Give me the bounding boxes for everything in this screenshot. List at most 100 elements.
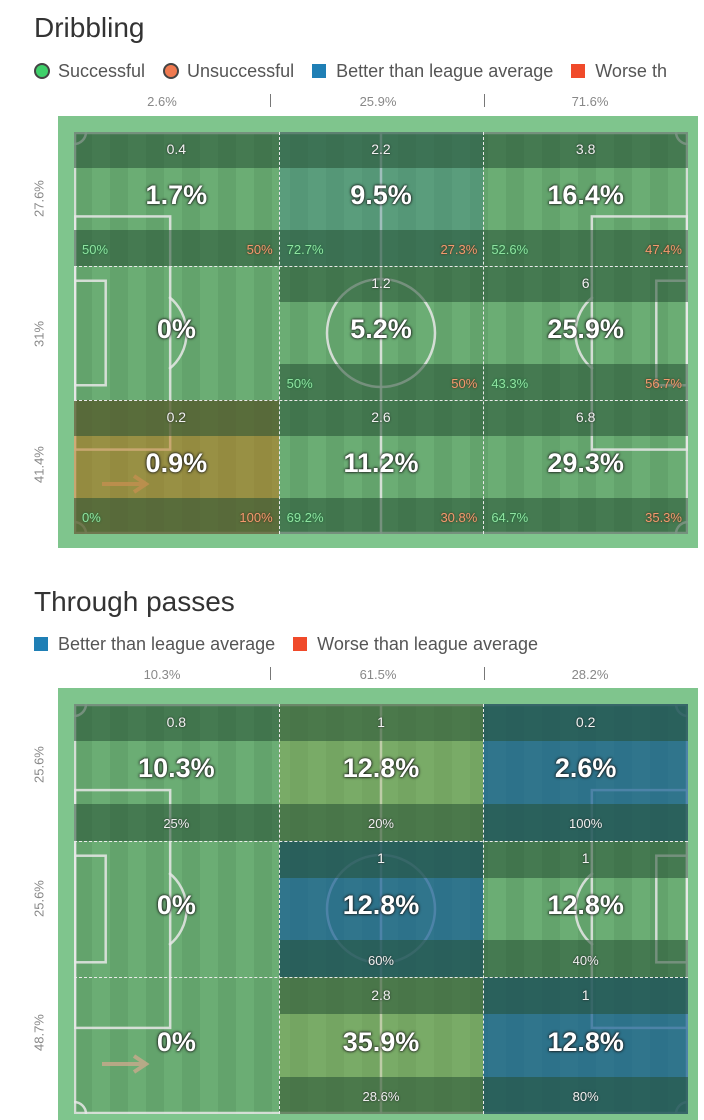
zone-unsuccessful: 50% (451, 375, 478, 391)
zone-share: 12.8% (547, 889, 624, 920)
zone-top-band (278, 132, 484, 169)
zone-unsuccessful: 27.3% (440, 241, 478, 257)
heatmap-zone: 0.2 2.6% 100% (483, 704, 688, 841)
zone-bottom-band (278, 803, 484, 841)
zone-divider (278, 704, 280, 1114)
column-share: 10.3% (143, 667, 181, 682)
zone-value: 1 (581, 850, 590, 867)
legend-item-worse: Worse th (571, 61, 667, 82)
row-shares: 27.6% 31% 41.4% (24, 116, 71, 548)
zone-bottom-band (278, 229, 484, 266)
zone-value: 1 (377, 850, 385, 867)
zone-top-band (483, 266, 688, 303)
zone-top-band (483, 704, 688, 741)
heatmap-zone: 3.8 16.4% 52.6% 47.4% (483, 132, 688, 266)
zone-value: 1 (581, 986, 590, 1003)
legend-item-unsuccessful: Unsuccessful (163, 61, 294, 82)
heatmap-zone: 0.2 0.9% 0% 100% (74, 400, 279, 534)
column-shares: 10.3% 61.5% 28.2% (58, 667, 698, 683)
row-share: 25.6% (31, 746, 47, 783)
better-square-icon (34, 637, 48, 651)
zone-divider (74, 840, 688, 842)
pitch: 0.4 1.7% 50% 50% 2.2 9.5% 72.7% 27.3% 3.8 16.4% 52… (58, 116, 698, 548)
pitch: 0.8 10.3% 25% 1 12.8% 20% 0.2 2.6% 100% 0% 1 12.8% 6… (58, 688, 698, 1120)
zone-value: 6 (581, 275, 590, 292)
zone-bottom-band (74, 229, 279, 266)
zone-top-band (483, 132, 688, 169)
zone-bottom-band (483, 940, 688, 978)
zone-unsuccessful: 30.8% (440, 509, 478, 525)
separator (270, 94, 271, 107)
zone-unsuccessful: 47.4% (645, 241, 682, 257)
zone-top-band (278, 266, 484, 303)
zone-value: 1 (377, 713, 385, 730)
chart-title: Dribbling (34, 12, 145, 43)
zone-share: 12.8% (342, 753, 420, 784)
through-passes-section: Through passes Better than league averag… (0, 580, 704, 1120)
zone-divider (483, 132, 485, 534)
zone-successful: 69.2% (286, 509, 324, 525)
heatmap-zone: 6.8 29.3% 64.7% 35.3% (483, 400, 688, 534)
worse-square-icon (571, 64, 586, 78)
zone-bottom-band (278, 497, 484, 534)
zone-value: 3.8 (575, 141, 596, 158)
zone-successful: 64.7% (491, 509, 529, 525)
zone-share: 1.7% (145, 180, 208, 211)
column-share: 61.5% (359, 667, 397, 682)
zone-bottom-band (483, 229, 688, 266)
zone-successful: 52.6% (491, 241, 529, 257)
zone-bottom-band (278, 1077, 484, 1114)
legend-item-better: Better than league average (312, 61, 553, 82)
legend-label: Better than league average (58, 633, 276, 654)
heatmap-zone: 2.2 9.5% 72.7% 27.3% (278, 132, 484, 266)
zone-share: 25.9% (547, 314, 624, 345)
heatmap-zone: 0% (74, 266, 279, 400)
separator (484, 667, 485, 680)
legend-item-worse: Worse than league average (293, 634, 538, 655)
zone-value: 0.2 (575, 713, 596, 730)
zone-share: 0.9% (145, 448, 208, 479)
worse-square-icon (293, 637, 308, 651)
legend-label: Unsuccessful (187, 60, 295, 81)
row-share: 25.6% (31, 880, 47, 917)
zone-value: 2.6 (371, 409, 391, 426)
heatmap-zone: 2.6 11.2% 69.2% 30.8% (278, 400, 484, 534)
zone-top-band (483, 840, 688, 878)
heatmap-zone: 2.8 35.9% 28.6% (278, 977, 484, 1114)
separator (484, 94, 485, 107)
heatmap-zone: 1.2 5.2% 50% 50% (278, 266, 484, 400)
column-shares: 2.6% 25.9% 71.6% (58, 94, 698, 110)
dribbling-section: Dribbling Successful Unsuccessful Better… (24, 12, 698, 548)
zone-success-rate: 20% (367, 816, 394, 832)
legend-label: Worse than league average (317, 633, 538, 654)
zone-divider (278, 132, 280, 534)
row-share: 27.6% (31, 180, 47, 217)
separator (270, 667, 271, 680)
zone-share: 29.3% (547, 448, 624, 479)
successful-circle-icon (34, 63, 50, 79)
zone-top-band (483, 400, 688, 437)
legend: Successful Unsuccessful Better than leag… (34, 59, 685, 83)
zone-share: 5.2% (350, 314, 412, 345)
zone-success-rate: 28.6% (362, 1089, 400, 1105)
zone-top-band (483, 977, 688, 1015)
zone-successful: 50% (82, 241, 109, 257)
zone-unsuccessful: 35.3% (645, 509, 682, 525)
legend-label: Better than league average (336, 60, 554, 81)
heatmap-zone: 0.8 10.3% 25% (74, 704, 279, 841)
zone-success-rate: 25% (163, 816, 190, 832)
zone-top-band (74, 400, 279, 437)
heatmap-zone: 1 12.8% 80% (483, 977, 688, 1114)
zone-success-rate: 40% (572, 952, 599, 968)
zone-successful: 72.7% (286, 241, 324, 257)
heatmap-zone: 0% (74, 977, 279, 1114)
heatmap-zone: 1 12.8% 20% (278, 704, 484, 841)
zone-successful: 43.3% (491, 375, 529, 391)
zone-value: 0.2 (166, 409, 187, 426)
chart-title: Through passes (34, 586, 235, 617)
heatmap-zone: 1 12.8% 60% (278, 840, 484, 978)
pitch-field: 0.8 10.3% 25% 1 12.8% 20% 0.2 2.6% 100% 0% 1 12.8% 6… (74, 704, 688, 1114)
zone-unsuccessful: 56.7% (645, 375, 682, 391)
heatmap-zone: 0% (74, 841, 279, 978)
zone-share: 9.5% (350, 180, 412, 211)
